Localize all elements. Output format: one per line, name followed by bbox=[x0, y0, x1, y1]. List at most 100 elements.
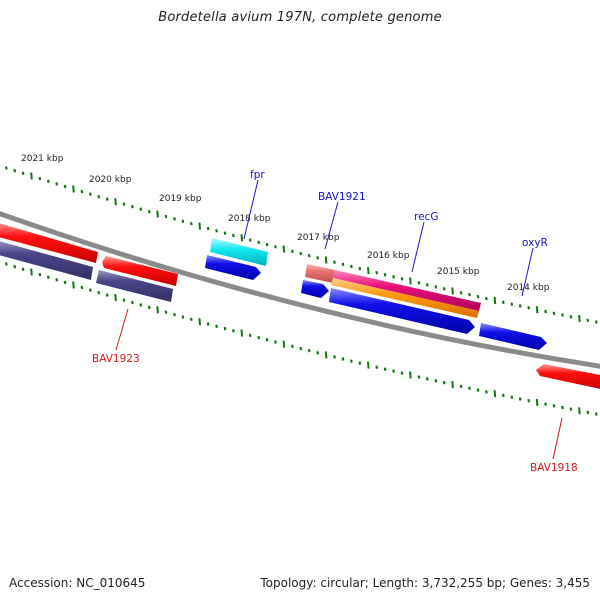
outer-major-tick bbox=[409, 277, 412, 285]
outer-minor-tick bbox=[274, 245, 277, 249]
leader-oxyr bbox=[521, 247, 534, 297]
inner-minor-tick bbox=[375, 365, 379, 369]
inner-minor-tick bbox=[468, 386, 471, 391]
inner-minor-tick bbox=[417, 375, 421, 379]
inner-minor-tick bbox=[425, 377, 429, 381]
outer-minor-tick bbox=[139, 207, 143, 211]
inner-minor-tick bbox=[594, 412, 598, 416]
gene-red-left-edge[interactable] bbox=[0, 222, 98, 263]
scale-label-2016: 2016 kbp bbox=[367, 251, 410, 261]
leader-bav1923 bbox=[115, 308, 129, 351]
inner-minor-tick bbox=[291, 344, 294, 349]
gene-label-bav1921[interactable]: BAV1921 bbox=[318, 191, 366, 203]
inner-minor-tick bbox=[189, 317, 193, 322]
gene-navy-left-edge[interactable] bbox=[0, 240, 93, 280]
outer-minor-tick bbox=[265, 242, 269, 247]
outer-minor-tick bbox=[358, 266, 362, 271]
outer-major-tick bbox=[114, 198, 117, 206]
gene-label-fpr[interactable]: fpr bbox=[250, 169, 265, 181]
inner-major-tick bbox=[30, 268, 33, 276]
gene-label-bav1918[interactable]: BAV1918 bbox=[530, 462, 578, 474]
outer-major-tick bbox=[535, 306, 539, 314]
gene-blue-long[interactable] bbox=[329, 288, 475, 334]
outer-minor-tick bbox=[122, 202, 126, 206]
inner-minor-tick bbox=[442, 380, 446, 385]
inner-minor-tick bbox=[88, 288, 92, 292]
inner-minor-tick bbox=[544, 402, 547, 406]
inner-minor-tick bbox=[147, 305, 151, 310]
outer-minor-tick bbox=[80, 189, 84, 194]
inner-minor-tick bbox=[586, 410, 590, 415]
gene-label-bav1923[interactable]: BAV1923 bbox=[92, 353, 140, 365]
gene-navy-bav1923[interactable] bbox=[96, 270, 173, 302]
inner-minor-tick bbox=[97, 290, 101, 295]
inner-minor-tick bbox=[569, 407, 573, 411]
gene-blue-fpr-partner[interactable] bbox=[205, 255, 261, 280]
scale-label-2020: 2020 kbp bbox=[89, 175, 132, 185]
scale-label-2017: 2017 kbp bbox=[297, 233, 340, 243]
outer-major-tick bbox=[156, 210, 159, 218]
leader-bav1921 bbox=[324, 201, 339, 250]
inner-major-tick bbox=[114, 294, 117, 302]
label-leader-lines bbox=[115, 179, 563, 460]
inner-minor-tick bbox=[13, 264, 17, 269]
inner-minor-tick bbox=[265, 338, 269, 342]
inner-minor-tick bbox=[55, 278, 59, 282]
outer-minor-tick bbox=[38, 176, 42, 181]
outer-minor-tick bbox=[13, 168, 17, 173]
inner-minor-tick bbox=[476, 388, 480, 392]
inner-minor-tick bbox=[122, 298, 126, 302]
inner-major-tick bbox=[578, 407, 581, 415]
gene-label-recg[interactable]: recG bbox=[414, 211, 438, 223]
outer-minor-tick bbox=[434, 285, 438, 289]
gene-orange[interactable] bbox=[331, 278, 479, 318]
inner-minor-tick bbox=[383, 367, 387, 371]
outer-minor-tick bbox=[569, 315, 573, 319]
outer-minor-tick bbox=[586, 318, 590, 323]
inner-minor-tick bbox=[232, 329, 235, 333]
inner-minor-tick bbox=[46, 275, 50, 279]
gene-red-reverse-arrow[interactable] bbox=[102, 256, 178, 286]
gene-fpr[interactable] bbox=[210, 238, 268, 266]
inner-minor-tick bbox=[392, 369, 395, 373]
inner-minor-tick bbox=[215, 324, 218, 329]
outer-major-tick bbox=[30, 172, 33, 180]
inner-minor-tick bbox=[248, 333, 252, 338]
outer-minor-tick bbox=[4, 166, 8, 170]
inner-minor-tick bbox=[105, 293, 109, 297]
gene-label-oxyr[interactable]: oxyR bbox=[522, 237, 548, 249]
outer-minor-tick bbox=[518, 304, 522, 308]
outer-minor-tick bbox=[350, 264, 353, 269]
inner-major-tick bbox=[324, 351, 328, 359]
inner-major-tick bbox=[240, 329, 244, 337]
gene-blue-small[interactable] bbox=[301, 280, 329, 298]
inner-minor-tick bbox=[139, 303, 143, 307]
inner-minor-tick bbox=[257, 335, 261, 340]
outer-minor-tick bbox=[400, 277, 404, 281]
outer-major-tick bbox=[578, 314, 581, 323]
outer-minor-tick bbox=[97, 194, 101, 199]
scale-ticks-outer bbox=[4, 166, 598, 324]
inner-minor-tick bbox=[561, 405, 564, 410]
gene-oxyr[interactable] bbox=[479, 323, 547, 350]
outer-major-tick bbox=[324, 256, 328, 264]
inner-minor-tick bbox=[164, 310, 168, 314]
outer-minor-tick bbox=[215, 229, 218, 233]
outer-minor-tick bbox=[147, 209, 151, 214]
gene-recg-magenta[interactable] bbox=[333, 270, 481, 311]
outer-minor-tick bbox=[21, 171, 25, 176]
outer-minor-tick bbox=[63, 184, 67, 189]
outer-minor-tick bbox=[392, 275, 395, 279]
inner-minor-tick bbox=[4, 262, 8, 266]
gene-bav1921[interactable] bbox=[305, 264, 335, 283]
inner-minor-tick bbox=[63, 280, 67, 285]
outer-minor-tick bbox=[561, 313, 564, 317]
gene-bav1918[interactable] bbox=[536, 364, 600, 390]
inner-minor-tick bbox=[333, 355, 336, 359]
inner-minor-tick bbox=[350, 359, 353, 363]
outer-minor-tick bbox=[173, 217, 176, 221]
inner-minor-tick bbox=[316, 351, 320, 355]
outer-minor-tick bbox=[189, 221, 193, 226]
